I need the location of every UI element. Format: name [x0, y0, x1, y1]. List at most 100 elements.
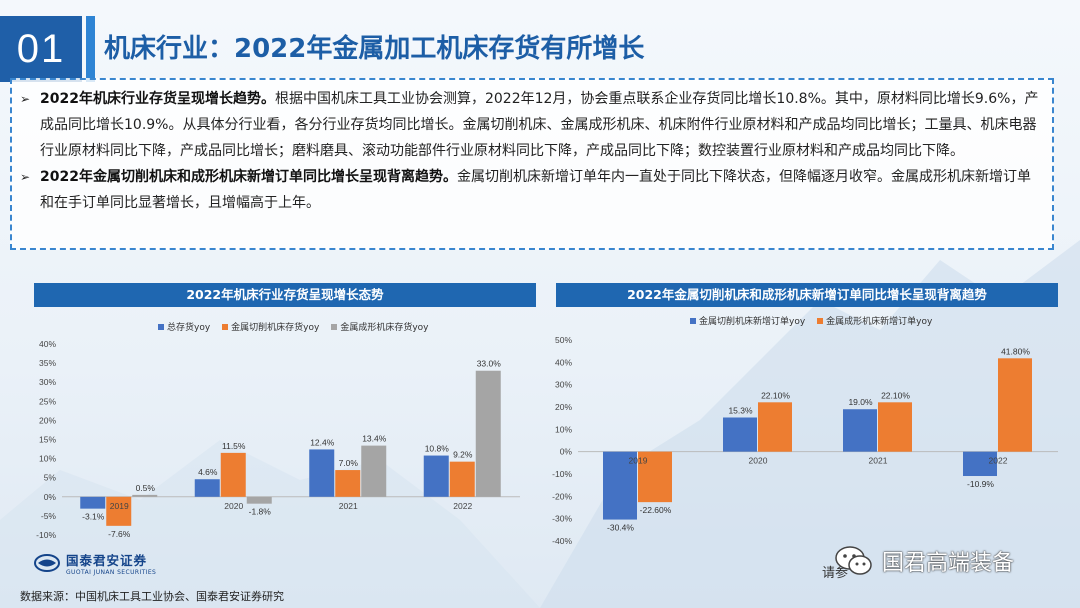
legend-label: 金属成形机床新增订单yoy — [826, 317, 933, 327]
chart2-legend: 金属切削机床新增订单yoy 金属成形机床新增订单yoy — [690, 314, 932, 327]
header-accent-bar — [86, 16, 95, 82]
x-tick-label: 2022 — [453, 501, 472, 511]
data-label: -7.6% — [108, 529, 131, 539]
legend-label: 金属成形机床存货yoy — [340, 323, 429, 333]
chart2-title: 2022年金属切削机床和成形机床新增订单同比增长呈现背离趋势 — [556, 283, 1058, 307]
bar — [723, 417, 757, 452]
logo-name-cn: 国泰君安证券 — [66, 553, 148, 568]
y-tick-label: 25% — [39, 396, 56, 406]
y-tick-label: 40% — [555, 357, 572, 367]
y-tick-label: 15% — [39, 435, 56, 445]
y-tick-label: -40% — [552, 536, 572, 546]
y-tick-label: 0% — [560, 447, 573, 457]
bullet-item: ➢ 2022年金属切削机床和成形机床新增订单同比增长呈现背离趋势。金属切削机床新… — [20, 164, 1040, 216]
y-tick-label: 5% — [44, 473, 57, 483]
y-tick-label: -10% — [552, 469, 572, 479]
data-label: 22.10% — [761, 390, 790, 400]
y-tick-label: 50% — [555, 335, 572, 345]
bar — [361, 445, 387, 497]
bar — [475, 370, 501, 497]
data-label: 19.0% — [848, 397, 873, 407]
bullet-heading: 2022年金属切削机床和成形机床新增订单同比增长呈现背离趋势。 — [40, 169, 457, 185]
bar — [758, 402, 792, 452]
data-label: 12.4% — [310, 437, 335, 447]
bar — [309, 449, 335, 497]
y-tick-label: 30% — [555, 380, 572, 390]
footnote-text: 请参 — [822, 566, 849, 581]
legend-item: 金属切削机床新增订单yoy — [690, 314, 805, 327]
data-label: 13.4% — [362, 434, 387, 444]
data-label: 7.0% — [339, 458, 359, 468]
bar — [106, 496, 132, 526]
bar — [220, 452, 246, 497]
data-label: 9.2% — [453, 450, 473, 460]
legend-item: 金属成形机床存货yoy — [331, 320, 429, 333]
bar — [963, 451, 997, 477]
data-label: 41.80% — [1001, 346, 1030, 356]
watermark: 国君高端装备 — [834, 544, 1014, 578]
arrow-bullet-icon: ➢ — [20, 170, 31, 184]
bar — [80, 496, 106, 509]
data-label: -30.4% — [607, 523, 634, 533]
logo-name-en: GUOTAI JUNAN SECURITIES — [66, 569, 157, 576]
summary-box: ➢ 2022年机床行业存货呈现增长趋势。根据中国机床工具工业协会测算，2022年… — [10, 78, 1054, 250]
data-label: 10.8% — [425, 444, 450, 454]
bullet-body: 根据中国机床工具工业协会测算，2022年12月，协会重点联系企业存货同比增长10… — [40, 91, 1039, 159]
bar — [878, 402, 912, 452]
chart1-title: 2022年机床行业存货呈现增长态势 — [34, 283, 536, 307]
y-tick-label: 35% — [39, 358, 56, 368]
bar — [335, 470, 361, 497]
logo-icon — [34, 554, 60, 572]
wechat-icon — [835, 546, 872, 575]
legend-label: 金属切削机床新增订单yoy — [699, 317, 806, 327]
y-tick-label: -10% — [36, 530, 56, 540]
y-tick-label: 10% — [39, 454, 56, 464]
x-tick-label: 2019 — [110, 501, 129, 511]
bullet-text: 2022年机床行业存货呈现增长趋势。根据中国机床工具工业协会测算，2022年12… — [40, 86, 1040, 164]
data-label: -1.8% — [249, 507, 272, 517]
bar — [843, 409, 877, 452]
y-tick-label: 0% — [44, 492, 57, 502]
company-logo: 国泰君安证券 GUOTAI JUNAN SECURITIES — [34, 550, 156, 576]
x-tick-label: 2021 — [339, 501, 358, 511]
legend-swatch — [222, 323, 229, 330]
bar — [638, 451, 672, 503]
data-label: -22.60% — [640, 505, 672, 515]
bar — [132, 494, 158, 497]
data-source: 数据来源：中国机床工具工业协会、国泰君安证券研究 — [20, 590, 284, 603]
legend-item: 金属成形机床新增订单yoy — [817, 314, 932, 327]
bar — [449, 461, 475, 497]
data-label: 0.5% — [136, 483, 156, 493]
chart1-legend: 总存货yoy 金属切削机床存货yoy 金属成形机床存货yoy — [158, 320, 429, 333]
data-label: 4.6% — [198, 467, 218, 477]
bar — [246, 496, 272, 504]
data-label: 33.0% — [477, 359, 502, 369]
legend-swatch — [690, 317, 696, 324]
legend-swatch — [817, 317, 824, 324]
x-tick-label: 2020 — [749, 456, 768, 466]
bullet-text: 2022年金属切削机床和成形机床新增订单同比增长呈现背离趋势。金属切削机床新增订… — [40, 164, 1040, 216]
y-tick-label: -5% — [41, 511, 57, 521]
y-tick-label: -30% — [552, 514, 572, 524]
data-label: -3.1% — [82, 512, 105, 522]
legend-label: 金属切削机床存货yoy — [231, 323, 320, 333]
bullet-item: ➢ 2022年机床行业存货呈现增长趋势。根据中国机床工具工业协会测算，2022年… — [20, 86, 1040, 164]
y-tick-label: -20% — [552, 491, 572, 501]
bar — [603, 451, 637, 520]
x-tick-label: 2020 — [224, 501, 243, 511]
data-label: 11.5% — [222, 441, 246, 451]
y-tick-label: 20% — [39, 415, 56, 425]
x-tick-label: 2019 — [629, 456, 648, 466]
y-tick-label: 10% — [555, 424, 572, 434]
x-tick-label: 2021 — [869, 456, 888, 466]
logo-text: 国泰君安证券 GUOTAI JUNAN SECURITIES — [66, 550, 156, 576]
section-number: 01 — [0, 16, 82, 82]
page-title: 机床行业：2022年金属加工机床存货有所增长 — [104, 34, 645, 64]
data-label: 15.3% — [728, 405, 753, 415]
bar — [998, 358, 1032, 452]
legend-label: 总存货yoy — [167, 323, 211, 333]
legend-item: 金属切削机床存货yoy — [222, 320, 319, 333]
